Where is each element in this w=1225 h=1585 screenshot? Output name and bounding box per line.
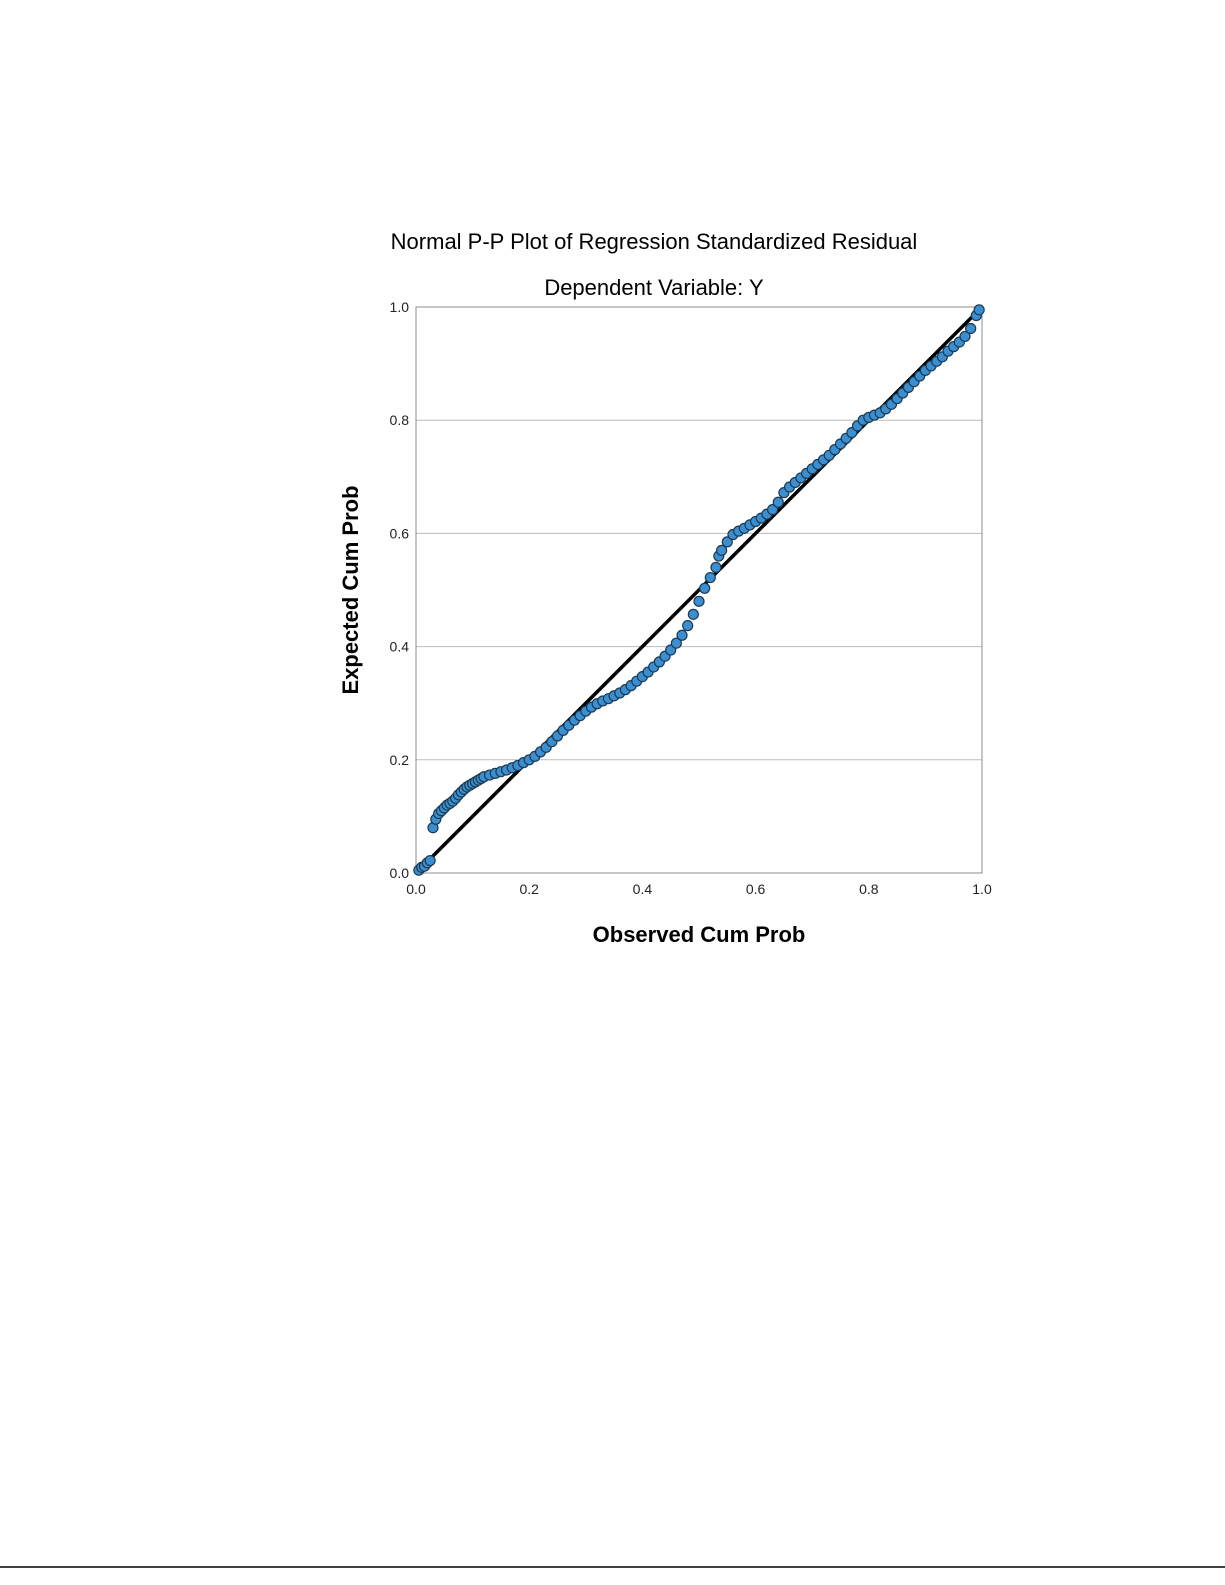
y-tick-label: 0.8 <box>390 412 410 428</box>
data-point <box>710 561 722 573</box>
data-point <box>676 629 688 641</box>
data-point <box>716 544 728 556</box>
data-point <box>766 504 779 516</box>
reference-line <box>414 305 984 875</box>
y-tick-label: 0.2 <box>390 752 410 768</box>
chart-title: Normal P-P Plot of Regression Standardiz… <box>391 229 918 254</box>
data-point <box>693 595 705 607</box>
data-point <box>973 304 985 316</box>
data-point <box>699 582 711 594</box>
data-point <box>682 620 694 632</box>
y-axis-label: Expected Cum Prob <box>338 485 363 694</box>
x-tick-label: 0.2 <box>519 881 539 897</box>
y-tick-label: 0.4 <box>390 639 410 655</box>
data-point <box>965 322 977 335</box>
data-point <box>721 536 733 548</box>
data-point <box>687 608 699 620</box>
y-tick-label: 1.0 <box>390 299 410 315</box>
x-tick-label: 0.8 <box>859 881 879 897</box>
plot-frame <box>415 306 983 874</box>
x-tick-label: 1.0 <box>972 881 992 897</box>
x-tick-label: 0.6 <box>746 881 766 897</box>
y-axis-ticks: 0.0 0.2 0.4 0.6 0.8 1.0 <box>390 299 410 881</box>
x-axis-label: Observed Cum Prob <box>593 922 806 947</box>
x-tick-label: 0.4 <box>633 881 653 897</box>
data-point <box>704 571 716 584</box>
y-tick-label: 0.6 <box>390 525 410 541</box>
data-point <box>959 330 971 343</box>
chart-subtitle: Dependent Variable: Y <box>544 275 764 300</box>
data-point <box>424 854 436 867</box>
x-tick-label: 0.0 <box>406 881 426 897</box>
y-tick-label: 0.0 <box>390 865 410 881</box>
data-point <box>772 496 784 508</box>
data-point <box>670 637 682 649</box>
x-axis-ticks: 0.0 0.2 0.4 0.6 0.8 1.0 <box>406 881 992 897</box>
data-points <box>413 304 985 876</box>
